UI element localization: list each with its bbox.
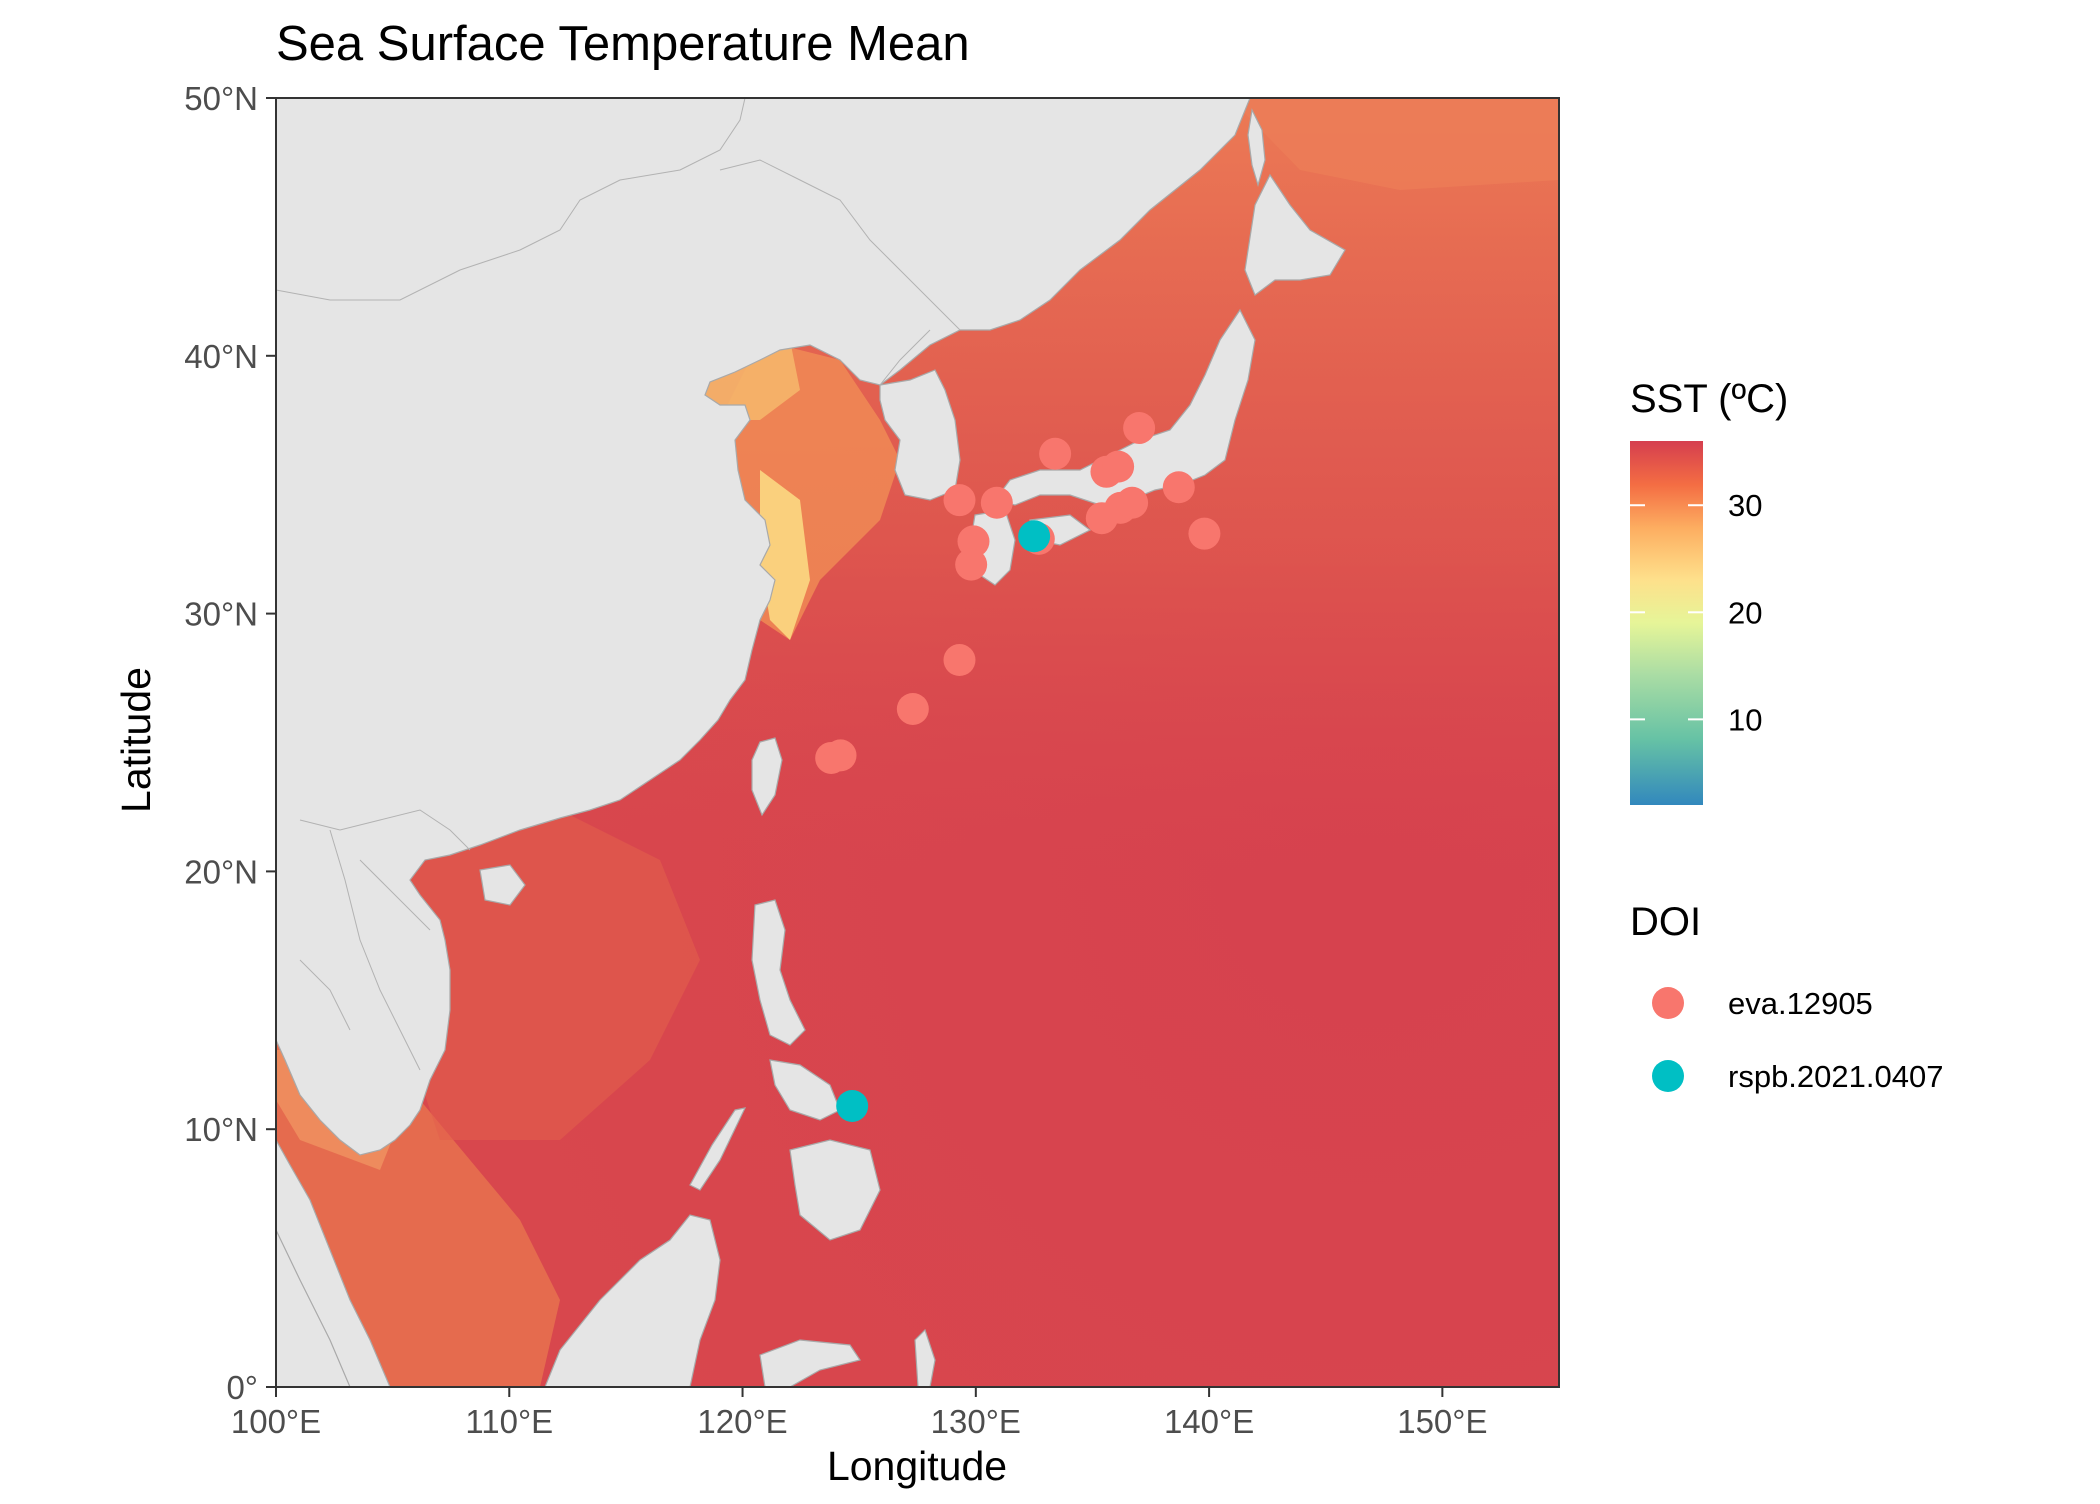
doi-legend-key [1652,987,1684,1019]
doi-legend-key [1652,1060,1684,1092]
honshu [993,308,1256,506]
y-tick-label: 50°N [184,80,258,117]
sst-legend-title: SST (ºC) [1630,377,1788,421]
doi-legend-label: eva.12905 [1728,986,1873,1021]
visayas [769,1059,841,1121]
data-point-eva-0 [943,484,976,517]
doi-legend-items: eva.12905 rspb.2021.0407 [1652,986,1943,1094]
y-tick-label: 20°N [184,853,258,890]
okhotsk-cool-band [1230,98,1559,190]
asia-mainland [276,98,1251,1156]
sst-break-label: 30 [1728,488,1762,523]
data-point-eva-14 [943,644,976,677]
sst-break-label: 10 [1728,702,1762,737]
hainan [479,864,526,906]
data-point-eva-17 [824,739,857,772]
halmahera [914,1328,936,1387]
x-tick-label: 140°E [1164,1403,1254,1440]
luzon [751,899,806,1046]
mindanao [789,1139,881,1241]
country-borders [276,98,961,1071]
doi-legend: DOI eva.12905 rspb.2021.0407 [1630,900,1943,1094]
south-china-sea-band [400,810,700,1140]
hokkaido [1244,173,1346,296]
east-china-coast-band [760,470,810,640]
map-panel [276,98,1559,1387]
y-axis-label: Latitude [113,667,159,813]
sumatra [276,1229,351,1387]
x-axis: 100°E 110°E 120°E 130°E 140°E 150°E [231,1387,1488,1440]
sulawesi [759,1339,861,1387]
data-point-eva-12 [955,548,988,581]
palawan [689,1107,747,1191]
data-point-eva-15 [896,692,929,725]
x-tick-label: 120°E [697,1403,787,1440]
x-tick-label: 150°E [1397,1403,1487,1440]
x-tick-label: 130°E [931,1403,1021,1440]
doi-legend-title: DOI [1630,900,1701,944]
sst-legend: SST (ºC) 30 20 10 [1630,377,1788,805]
korean-peninsula [879,369,961,501]
land-masses [276,98,1346,1387]
y-tick-label: 30°N [184,596,258,633]
sst-colorbar [1630,441,1703,805]
taiwan [751,737,783,817]
data-point-rspb-0 [1018,520,1051,553]
data-point-rspb-1 [836,1089,869,1122]
y-tick-label: 0° [226,1369,258,1406]
points-layer [815,411,1221,1122]
y-axis: 0° 10°N 20°N 30°N 40°N 50°N [184,80,276,1406]
data-point-eva-10 [1188,517,1221,550]
data-point-eva-3 [1123,411,1156,444]
doi-legend-label: rspb.2021.0407 [1728,1059,1943,1094]
sst-break-label: 20 [1728,595,1762,630]
panel-border [275,97,1560,1388]
data-point-eva-2 [1039,437,1072,470]
data-point-eva-6 [1162,471,1195,504]
y-tick-label: 10°N [184,1111,258,1148]
y-tick-label: 40°N [184,338,258,375]
x-axis-label: Longitude [827,1443,1007,1489]
data-point-eva-5 [1102,450,1135,483]
x-tick-label: 100°E [231,1403,321,1440]
sst-colorbar-breaks: 30 20 10 [1630,488,1762,737]
borneo [544,1214,721,1387]
data-point-eva-11 [957,525,990,558]
data-point-eva-1 [980,486,1013,519]
x-tick-label: 110°E [465,1403,553,1440]
chart-title: Sea Surface Temperature Mean [276,17,970,71]
data-point-eva-9 [1116,486,1149,519]
sakhalin [1247,108,1266,188]
